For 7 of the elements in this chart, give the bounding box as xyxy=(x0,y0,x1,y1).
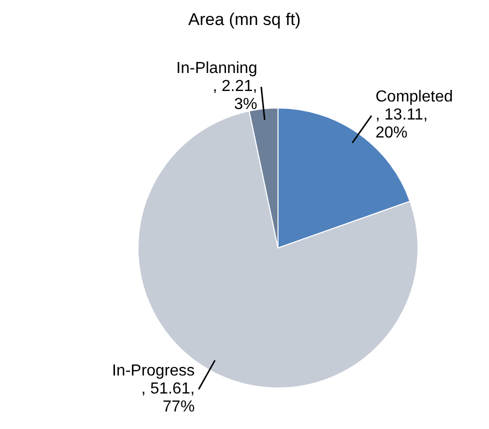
data-label: , 13.11, 20% xyxy=(376,106,428,142)
chart-title: Area (mn sq ft) xyxy=(187,10,302,30)
data-label: , 2.21, 3% xyxy=(212,78,258,114)
slice-label: Completed xyxy=(376,88,453,106)
slice-label: In-Progress xyxy=(112,362,195,380)
slice-label: In-Planning xyxy=(176,60,258,78)
data-label: , 51.61, 77% xyxy=(141,380,195,416)
